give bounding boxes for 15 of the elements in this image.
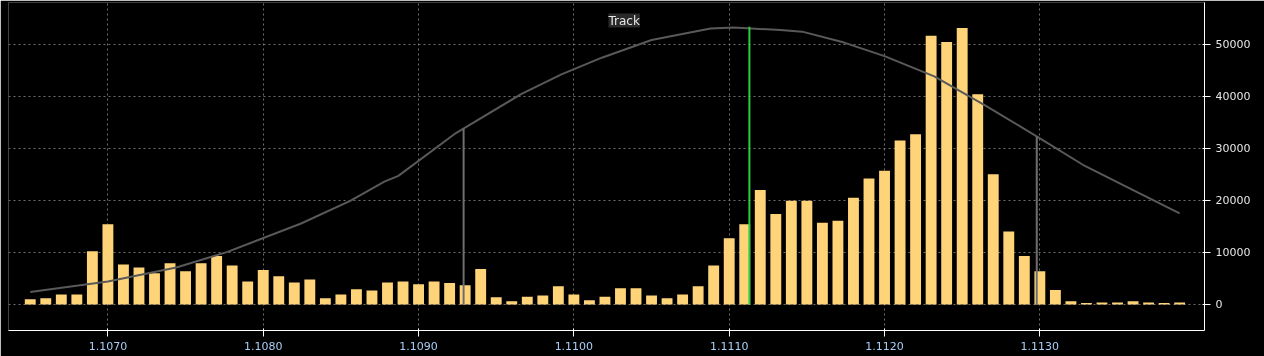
x-tick-label: 1.1100 [554, 339, 594, 353]
x-tick-label: 1.1090 [399, 339, 438, 353]
x-tick-label: 1.1130 [1020, 339, 1060, 353]
y-tick-label: 40000 [1215, 90, 1251, 104]
x-tick-label: 1.1080 [243, 339, 283, 353]
x-tick-label: 1.1110 [709, 339, 749, 353]
y-tick-label: 20000 [1215, 194, 1251, 208]
y-tick-label: 30000 [1215, 142, 1251, 156]
y-tick-label: 50000 [1215, 38, 1251, 52]
x-tick-label: 1.1070 [88, 339, 128, 353]
x-tick-label: 1.1120 [865, 339, 904, 353]
annotation: Track [607, 13, 640, 28]
line-series [29, 26, 1181, 293]
y-tick-label: 0 [1215, 298, 1223, 312]
y-tick-label: 10000 [1215, 246, 1251, 260]
